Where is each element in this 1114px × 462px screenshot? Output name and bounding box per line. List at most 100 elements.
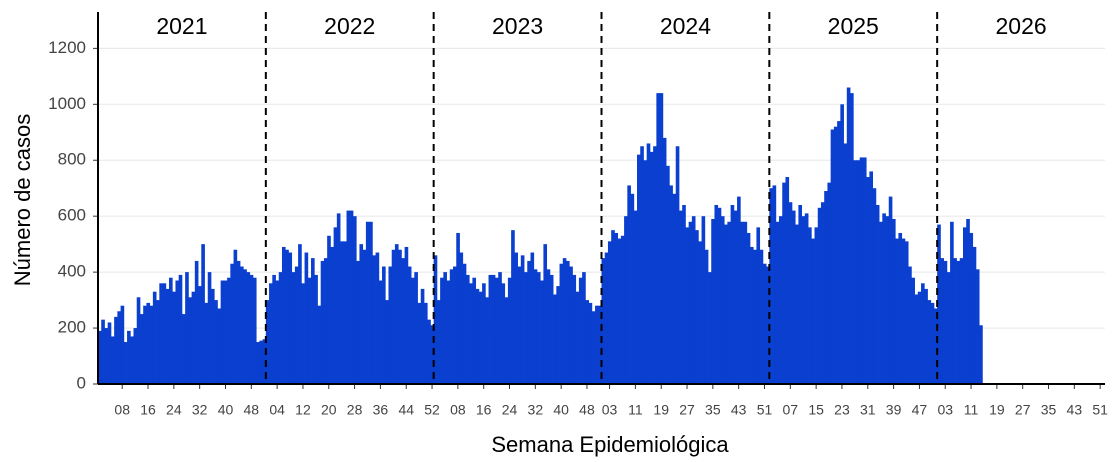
bar <box>524 272 528 384</box>
bar <box>459 252 464 384</box>
bar <box>714 204 719 384</box>
bar <box>704 249 709 384</box>
x-tick-label: 11 <box>628 402 643 418</box>
bar <box>653 146 657 384</box>
bar <box>656 93 660 384</box>
bar <box>133 328 138 384</box>
bar <box>388 266 393 384</box>
bar <box>585 300 589 384</box>
x-tick-label: 35 <box>705 402 721 418</box>
bar <box>814 227 819 384</box>
bar <box>330 246 335 384</box>
bar <box>869 171 874 384</box>
bar <box>201 244 205 384</box>
bar <box>269 283 273 384</box>
bar <box>914 294 919 384</box>
bar <box>191 291 196 384</box>
bar <box>262 339 267 384</box>
bar <box>149 305 154 384</box>
bar <box>465 274 470 384</box>
bar <box>236 260 241 384</box>
bar <box>449 269 454 384</box>
bar <box>162 283 167 384</box>
bar <box>962 227 967 384</box>
bar <box>737 196 741 384</box>
bar <box>801 216 806 384</box>
bar <box>749 246 754 384</box>
bar <box>582 272 586 384</box>
bar <box>575 291 580 384</box>
x-tick-label: 16 <box>140 402 156 418</box>
bar <box>139 314 144 384</box>
bar <box>220 280 225 384</box>
bar <box>578 277 583 384</box>
bar <box>959 258 964 384</box>
bar <box>285 249 289 384</box>
bar <box>724 224 728 384</box>
bar <box>769 188 773 384</box>
bar <box>346 210 351 384</box>
y-tick-label: 1200 <box>48 38 86 57</box>
bar <box>533 269 538 384</box>
bar <box>646 143 651 384</box>
bar <box>478 291 483 384</box>
bar <box>430 325 435 384</box>
bar <box>443 272 447 384</box>
bar <box>601 258 606 384</box>
bar <box>753 249 757 384</box>
bar <box>317 305 322 384</box>
bar <box>607 241 612 384</box>
bar <box>372 255 376 384</box>
bar <box>595 305 599 384</box>
x-tick-label: 28 <box>347 402 363 418</box>
bar <box>917 291 922 384</box>
bar <box>559 263 564 384</box>
bar <box>294 266 299 384</box>
bar <box>427 319 431 384</box>
bar <box>156 300 160 384</box>
x-tick-label: 32 <box>528 402 544 418</box>
x-tick-label: 19 <box>989 402 1005 418</box>
bar <box>491 274 496 384</box>
bar <box>675 146 680 384</box>
x-tick-label: 24 <box>166 402 182 418</box>
bar <box>924 288 928 384</box>
bar <box>921 283 925 384</box>
bar <box>933 308 938 384</box>
bar <box>217 308 222 384</box>
x-tick-label: 51 <box>1092 402 1108 418</box>
bar <box>743 221 748 384</box>
bar <box>643 160 648 384</box>
bar <box>288 252 293 384</box>
bar <box>840 104 844 384</box>
bar <box>485 297 489 384</box>
bar <box>953 258 957 384</box>
bar <box>898 232 903 384</box>
x-tick-label: 51 <box>757 402 773 418</box>
bar <box>249 274 254 384</box>
bar <box>198 286 202 384</box>
bar <box>779 216 783 384</box>
bar <box>382 266 386 384</box>
bar <box>110 336 115 384</box>
bar <box>375 252 380 384</box>
bar <box>336 213 341 384</box>
bar <box>630 193 635 384</box>
bar <box>746 232 751 384</box>
bar <box>927 300 932 384</box>
x-tick-label: 43 <box>731 402 747 418</box>
bar <box>908 266 912 384</box>
bar <box>152 291 157 384</box>
bar <box>633 210 638 384</box>
bar <box>775 221 780 384</box>
y-tick-label: 200 <box>58 318 86 337</box>
bar <box>494 277 499 384</box>
bar <box>98 330 102 384</box>
bar <box>352 216 357 384</box>
bar <box>740 221 744 384</box>
bar <box>204 302 209 384</box>
bar <box>817 207 822 384</box>
year-label: 2021 <box>156 13 207 39</box>
bar <box>649 151 654 384</box>
